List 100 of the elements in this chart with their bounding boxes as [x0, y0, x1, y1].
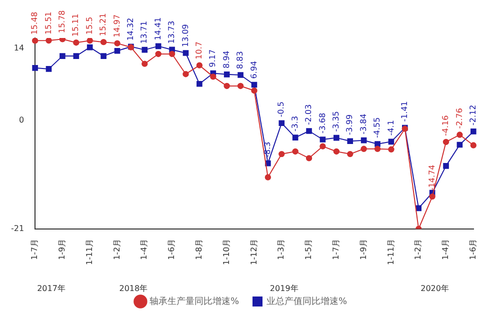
- point: [114, 40, 120, 46]
- point: [320, 143, 326, 150]
- x-tick-label: 1-5月: [304, 238, 314, 260]
- point: [100, 53, 106, 59]
- point: [155, 50, 162, 58]
- x-tick-label: 1-4月: [441, 238, 450, 260]
- data-label: -3.68: [318, 112, 327, 134]
- x-tick-label: 1-11月: [84, 238, 94, 265]
- point: [306, 128, 312, 134]
- x-tick-label: 1-8月: [194, 238, 204, 260]
- point: [251, 82, 258, 88]
- x-tick-label: 1-2月: [414, 238, 423, 260]
- x-tick-label: 1-10月: [222, 238, 231, 265]
- x-tick-label: 1-11月: [386, 238, 396, 265]
- x-tick-label: 1-9月: [358, 238, 368, 260]
- point: [168, 50, 176, 58]
- point: [60, 53, 66, 59]
- data-label: 15.5: [84, 16, 94, 35]
- x-tick-label: 1-4月: [140, 238, 149, 260]
- data-label: 10.7: [194, 42, 204, 60]
- point: [429, 193, 436, 200]
- point: [278, 150, 285, 158]
- x-tick-label: 1-12月: [249, 238, 258, 265]
- data-label: -3.3: [290, 116, 300, 132]
- point: [251, 88, 258, 94]
- point: [237, 82, 244, 90]
- point: [238, 72, 244, 78]
- x-tick-label: 1-7月: [30, 238, 40, 260]
- point: [73, 53, 80, 59]
- y-tick-label: 14: [14, 43, 24, 52]
- point: [155, 43, 162, 50]
- point: [142, 60, 148, 67]
- data-label: 13.73: [167, 20, 176, 44]
- data-label: -4.55: [372, 117, 382, 138]
- point: [114, 48, 120, 54]
- x-tick-label: 1-6月: [468, 238, 478, 260]
- point: [456, 132, 463, 138]
- data-label: 14.32: [126, 18, 136, 41]
- point: [374, 146, 381, 152]
- point: [224, 72, 230, 78]
- data-label: 6.94: [249, 60, 258, 79]
- y-tick-label: 0: [18, 116, 24, 125]
- data-label: 15.11: [71, 14, 80, 37]
- point: [360, 146, 367, 152]
- point: [182, 50, 189, 56]
- data-label: 15.21: [98, 13, 108, 36]
- point: [142, 46, 148, 53]
- x-tick-label: 1-6月: [167, 238, 176, 260]
- data-label: 15.48: [30, 12, 40, 35]
- point: [210, 74, 216, 80]
- data-label: -4.16: [441, 115, 450, 136]
- point: [360, 137, 367, 144]
- data-label: -3.35: [332, 111, 340, 132]
- point: [456, 142, 463, 148]
- point: [32, 38, 38, 44]
- data-label: -3.99: [345, 114, 354, 136]
- point: [334, 134, 340, 141]
- point: [388, 146, 394, 153]
- x-tick-label: 1-3月: [276, 238, 286, 260]
- data-label: -2.12: [468, 104, 478, 126]
- point: [347, 150, 354, 158]
- point: [224, 82, 230, 90]
- data-label: -2.76: [454, 108, 464, 129]
- data-label: -1.41: [400, 101, 409, 122]
- data-label: -14.74: [427, 164, 436, 191]
- point: [292, 148, 298, 155]
- text: 2020年: [420, 284, 449, 294]
- x-tick-label: 1-2月: [112, 238, 122, 260]
- point: [347, 138, 354, 144]
- text: 2017年: [37, 284, 66, 294]
- data-label: -3.84: [358, 114, 368, 134]
- legend-label: 业总产值同比增速%: [266, 296, 348, 307]
- point: [333, 148, 340, 155]
- point: [46, 66, 52, 72]
- data-label: -0.5: [276, 101, 286, 118]
- point: [182, 71, 189, 78]
- point: [374, 141, 380, 147]
- point: [320, 136, 326, 142]
- point: [442, 138, 450, 146]
- y-tick-label: -21: [10, 224, 24, 233]
- data-label: 9.17: [208, 49, 218, 68]
- point: [73, 39, 80, 46]
- point: [306, 155, 312, 162]
- point: [46, 38, 52, 44]
- point: [86, 44, 93, 50]
- point: [100, 38, 107, 46]
- point: [196, 81, 202, 87]
- data-label: 14.97: [112, 14, 122, 38]
- data-label: 15.78: [58, 10, 67, 34]
- point: [470, 142, 476, 148]
- data-label: -2.03: [304, 104, 314, 125]
- text: 2018年: [119, 284, 148, 294]
- point: [470, 128, 476, 134]
- point: [292, 134, 298, 140]
- data-label: 13.09: [180, 24, 190, 48]
- x-tick-label: 1-9月: [58, 238, 67, 260]
- data-label: 8.83: [236, 51, 245, 69]
- legend-label: 轴承生产量同比增速%: [149, 296, 240, 307]
- data-label: 14.41: [153, 17, 162, 40]
- point: [388, 138, 394, 145]
